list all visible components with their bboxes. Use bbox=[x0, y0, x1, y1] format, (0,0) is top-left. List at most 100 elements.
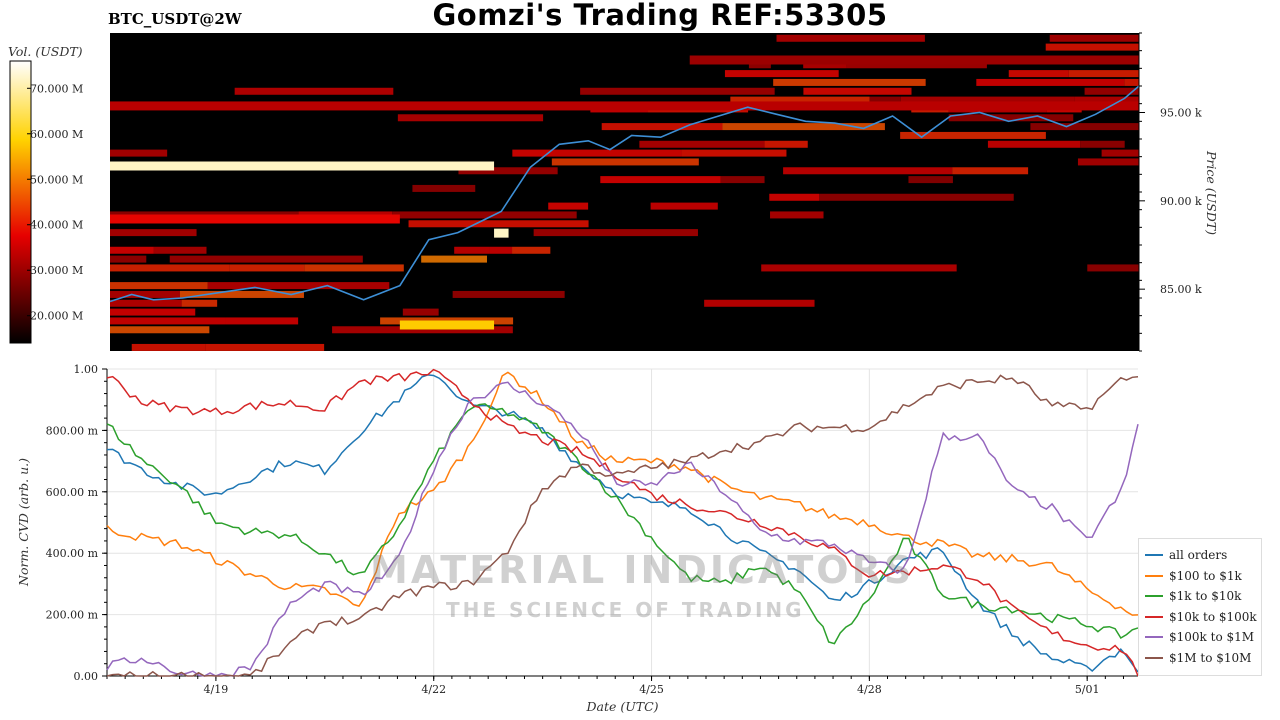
heatmap-cell bbox=[948, 114, 1074, 122]
heatmap-cell bbox=[110, 299, 182, 307]
heatmap-cell bbox=[512, 149, 682, 157]
heatmap-cell bbox=[908, 176, 953, 184]
heatmap-cell bbox=[764, 140, 808, 148]
cvd-y-tick-label: 0.00 bbox=[74, 670, 99, 683]
heatmap-cell bbox=[803, 87, 912, 95]
heatmap-cell bbox=[724, 70, 839, 78]
legend-item: $10k to $100k bbox=[1145, 607, 1257, 628]
heatmap-background bbox=[110, 33, 1139, 351]
heatmap-cell bbox=[332, 326, 513, 334]
cvd-y-tick-label: 1.00 bbox=[74, 363, 99, 376]
watermark-sub: THE SCIENCE OF TRADING bbox=[446, 598, 805, 622]
heatmap-cell bbox=[392, 211, 577, 219]
heatmap-cell bbox=[900, 96, 1075, 104]
heatmap-cell bbox=[1101, 149, 1139, 157]
heatmap-panel: 85.00 k 90.00 k 95.00 k Price (USDT) bbox=[109, 32, 1219, 352]
heatmap-cell bbox=[110, 326, 210, 334]
heatmap-cell bbox=[1080, 140, 1125, 148]
cvd-background bbox=[107, 369, 1138, 676]
price-tick-label: 90.00 k bbox=[1160, 195, 1202, 208]
heatmap-cell bbox=[205, 343, 325, 351]
price-line bbox=[109, 85, 1140, 303]
heatmap-cell bbox=[551, 158, 699, 166]
heatmap-cell bbox=[153, 246, 207, 254]
cvd-x-tick-label: 4/22 bbox=[421, 683, 446, 696]
heatmap-cell bbox=[1084, 87, 1139, 95]
cvd-series-line bbox=[106, 374, 1139, 673]
heatmap-cell bbox=[803, 61, 847, 69]
heatmap-cell bbox=[639, 140, 765, 148]
heatmap-cell bbox=[1008, 70, 1069, 78]
heatmap-cell bbox=[110, 290, 180, 298]
heatmap-cell bbox=[1124, 78, 1139, 86]
cvd-x-tick-label: 4/25 bbox=[639, 683, 664, 696]
heatmap-cell bbox=[601, 123, 723, 131]
heatmap-cell bbox=[181, 299, 218, 307]
cvd-x-tick-label: 4/19 bbox=[204, 683, 229, 696]
legend-item: all orders bbox=[1145, 545, 1257, 566]
price-axis-label: Price (USDT) bbox=[1204, 150, 1219, 235]
heatmap-cell bbox=[1077, 158, 1139, 166]
heatmap-cell bbox=[412, 184, 476, 192]
legend-label: $1M to $10M bbox=[1169, 650, 1252, 665]
heatmap-cell bbox=[512, 246, 551, 254]
cvd-series-line bbox=[106, 381, 1139, 677]
heatmap-cell bbox=[1045, 43, 1139, 51]
cvd-y-axis-label: Norm. CVD (arb. u.) bbox=[16, 458, 31, 587]
liquidity-wall bbox=[110, 214, 400, 224]
heatmap-cell bbox=[179, 290, 304, 298]
heatmap-cell bbox=[110, 229, 197, 237]
heatmap-cell bbox=[776, 34, 925, 42]
heatmap-cell bbox=[225, 317, 299, 325]
cvd-x-tick-label: 5/01 bbox=[1075, 683, 1100, 696]
heatmap-cell bbox=[1030, 123, 1139, 131]
chart-title: Gomzi's Trading REF:53305 bbox=[432, 0, 888, 32]
cvd-x-tick-label: 4/28 bbox=[857, 683, 882, 696]
heatmap-cell bbox=[458, 167, 558, 175]
legend-item: $1k to $10k bbox=[1145, 586, 1257, 607]
cvd-series-line bbox=[106, 403, 1139, 645]
colorbar-tick-label: 50.000 M bbox=[30, 173, 83, 186]
heatmap-cell bbox=[704, 299, 815, 307]
price-tick-label: 95.00 k bbox=[1160, 107, 1202, 120]
heatmap-cell bbox=[869, 96, 901, 104]
legend-label: $10k to $100k bbox=[1169, 609, 1257, 624]
heatmap-cell bbox=[110, 317, 226, 325]
heatmap-cell bbox=[110, 308, 196, 316]
heatmap-cell bbox=[900, 131, 1046, 139]
heatmap-cell bbox=[533, 229, 698, 237]
price-tick-label: 85.00 k bbox=[1160, 283, 1202, 296]
heatmap-cell bbox=[234, 87, 394, 95]
watermark-main: MATERIAL INDICATORS bbox=[370, 548, 915, 592]
legend-swatch bbox=[1145, 615, 1163, 618]
colorbar: Vol. (USDT) 20.000 M 30.000 M 40.000 M 50.00… bbox=[8, 44, 83, 344]
cvd-x-axis-label: Date (UTC) bbox=[585, 699, 658, 714]
heatmap-cell bbox=[600, 176, 721, 184]
heatmap-cell bbox=[169, 255, 363, 263]
legend-swatch bbox=[1145, 574, 1163, 577]
liquidity-wall bbox=[494, 228, 509, 238]
heatmap-cell bbox=[489, 246, 513, 254]
cvd-series-line bbox=[106, 374, 1139, 677]
heatmap-cell bbox=[987, 140, 1081, 148]
heatmap-cell bbox=[131, 343, 206, 351]
heatmap-cell bbox=[110, 149, 168, 157]
heatmap-cell bbox=[1074, 96, 1139, 104]
symbol-label: BTC_USDT@2W bbox=[108, 10, 242, 28]
heatmap-cell bbox=[769, 193, 820, 201]
cvd-panel: 0.00 200.00 m 400.00 m 600.00 m 800.00 m 1.00… bbox=[16, 363, 1139, 714]
heatmap-cell bbox=[976, 78, 1125, 86]
cvd-series-line bbox=[106, 368, 1139, 677]
legend-swatch bbox=[1145, 656, 1163, 659]
liquidity-wall bbox=[399, 320, 495, 330]
heatmap-cell bbox=[722, 123, 885, 131]
colorbar-tick-label: 20.000 M bbox=[30, 310, 83, 323]
heatmap-cell bbox=[1068, 70, 1139, 78]
heatmap-cell bbox=[452, 290, 565, 298]
heatmap-cell bbox=[773, 78, 926, 86]
heatmap-cell bbox=[1087, 264, 1139, 272]
colorbar-label: Vol. (USDT) bbox=[8, 44, 83, 59]
heatmap-cell bbox=[402, 308, 439, 316]
heatmap-cell bbox=[304, 264, 404, 272]
